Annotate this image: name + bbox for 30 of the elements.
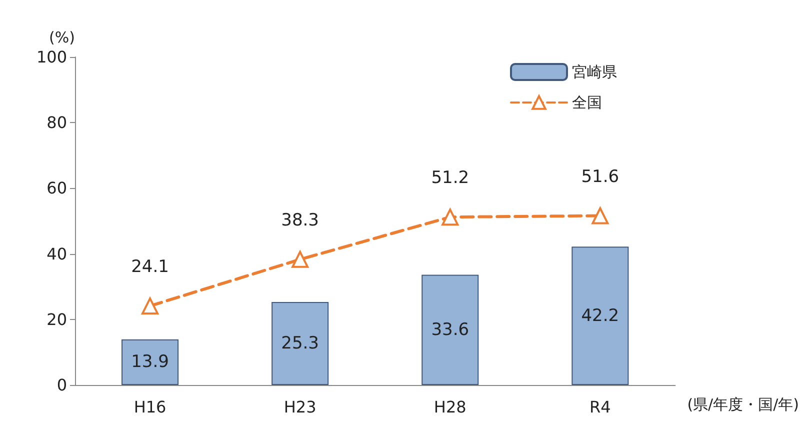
bar bbox=[272, 302, 329, 385]
point bbox=[292, 250, 309, 268]
data-label: 42.2 bbox=[581, 306, 620, 326]
x-tick-label: H28 bbox=[434, 398, 466, 416]
legend-label: 全国 bbox=[572, 94, 602, 112]
data-label: 13.9 bbox=[131, 352, 169, 372]
y-tick-label: 20 bbox=[46, 310, 67, 329]
point bbox=[142, 297, 159, 314]
data-label: 25.3 bbox=[281, 334, 319, 354]
data-label: 38.3 bbox=[281, 210, 319, 230]
bar bbox=[422, 274, 479, 385]
data-label: 33.6 bbox=[431, 320, 470, 340]
bar bbox=[572, 246, 629, 385]
y-tick-label: 60 bbox=[46, 178, 67, 198]
x-tick-label: H16 bbox=[134, 398, 166, 416]
y-tick-label: 40 bbox=[46, 244, 67, 264]
point bbox=[592, 207, 609, 224]
y-tick-label: 0 bbox=[56, 376, 67, 394]
x-tick-label: R4 bbox=[590, 398, 611, 416]
data-label: 24.1 bbox=[131, 256, 169, 277]
data-label: 51.2 bbox=[431, 168, 470, 188]
y-tick-label: 100 bbox=[36, 48, 67, 66]
x-tick-label: H23 bbox=[284, 398, 316, 416]
legend-label: 宮崎県 bbox=[572, 63, 617, 81]
y-axis-title: (%) bbox=[49, 28, 75, 46]
x-axis-title: (県/年度・国/年) bbox=[687, 396, 799, 414]
y-tick-label: 80 bbox=[46, 113, 67, 132]
point bbox=[442, 208, 459, 226]
bar bbox=[122, 339, 179, 385]
data-label: 51.6 bbox=[581, 166, 620, 187]
